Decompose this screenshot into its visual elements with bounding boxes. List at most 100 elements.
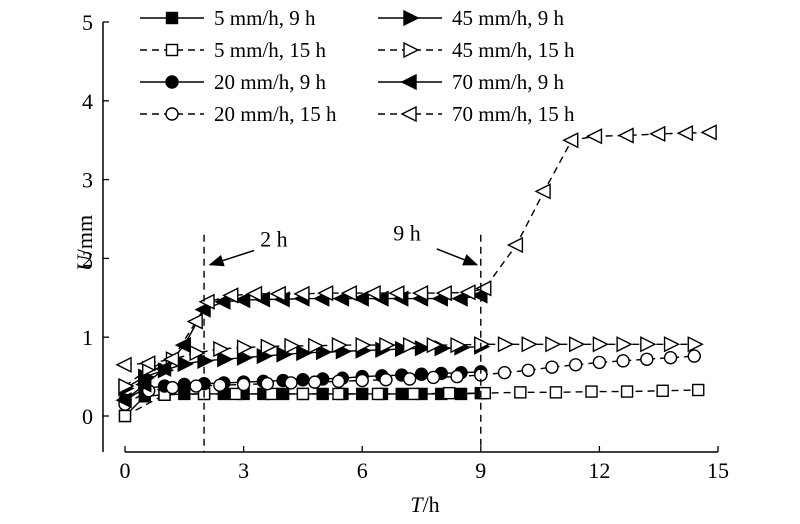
data-point: [585, 385, 598, 398]
data-point: [402, 372, 417, 386]
y-axis-label-var: U: [72, 253, 97, 271]
legend-label: 70 mm/h, 9 h: [452, 70, 565, 94]
x-axis-label-unit: /h: [423, 492, 440, 517]
data-point: [296, 373, 310, 387]
data-point: [592, 355, 607, 370]
y-tick-label: 5: [82, 10, 93, 35]
legend: 5 mm/h, 9 h 5 mm/h, 15 h 20 mm/h, 9 h 20 mm…: [140, 6, 575, 126]
data-point: [165, 380, 180, 395]
data-point: [296, 344, 313, 362]
data-point: [562, 132, 579, 149]
data-point: [198, 293, 215, 310]
data-point: [118, 377, 135, 395]
data-point: [478, 386, 491, 400]
data-point: [260, 338, 277, 355]
data-point: [379, 336, 396, 354]
data-point: [497, 365, 512, 380]
data-point: [315, 344, 333, 361]
data-point: [284, 337, 301, 355]
legend-item: 45 mm/h, 15 h: [378, 38, 575, 62]
data-point: [372, 290, 389, 307]
legend-label: 5 mm/h, 9 h: [214, 6, 316, 30]
legend-label: 70 mm/h, 15 h: [452, 102, 575, 126]
data-point: [379, 373, 393, 387]
legend-item: 20 mm/h, 9 h: [140, 70, 327, 94]
data-point: [234, 292, 251, 309]
data-point: [663, 336, 681, 353]
series: [118, 336, 704, 395]
data-point: [514, 386, 527, 399]
data-point: [236, 377, 251, 392]
data-point: [506, 236, 524, 254]
legend-item: 45 mm/h, 9 h: [378, 6, 565, 30]
data-point: [189, 379, 203, 393]
data-point: [229, 387, 242, 401]
legend-marker: [400, 105, 417, 123]
data-point: [236, 349, 254, 366]
legend-item: 70 mm/h, 9 h: [378, 70, 565, 94]
data-point: [222, 287, 239, 304]
data-point: [411, 284, 429, 302]
data-point: [177, 377, 192, 392]
data-point: [189, 344, 206, 362]
data-point: [649, 125, 666, 143]
series: [118, 383, 705, 423]
x-tick-label: 9: [475, 458, 486, 483]
data-point: [545, 360, 559, 374]
data-point: [355, 373, 369, 388]
series: [118, 349, 701, 411]
data-point: [700, 124, 717, 141]
plot-marks: [115, 124, 717, 423]
data-point: [162, 351, 180, 368]
legend-item: 5 mm/h, 9 h: [140, 6, 316, 30]
data-point: [213, 340, 230, 358]
data-point: [545, 336, 562, 353]
data-point: [407, 387, 420, 401]
data-point: [475, 280, 492, 297]
data-point: [451, 290, 468, 307]
data-point: [332, 387, 345, 401]
x-tick-label: 3: [238, 458, 249, 483]
data-point: [454, 387, 468, 401]
data-point: [585, 128, 603, 145]
data-point: [269, 285, 286, 302]
data-point: [549, 386, 563, 399]
annotation-label: 2 h: [260, 227, 288, 252]
data-point: [154, 360, 172, 377]
data-point: [687, 336, 704, 353]
data-point: [331, 374, 346, 389]
data-point: [276, 346, 293, 363]
x-tick-label: 0: [120, 458, 131, 483]
x-tick-label: 6: [357, 458, 368, 483]
legend-marker: [165, 43, 179, 57]
data-point: [459, 284, 476, 301]
x-tick-label: 15: [707, 458, 729, 483]
data-point: [352, 290, 369, 307]
legend-label: 45 mm/h, 9 h: [452, 6, 565, 30]
data-point: [663, 350, 678, 365]
data-point: [371, 387, 385, 401]
x-axis-label: T/h: [410, 492, 439, 517]
y-axis-label: U/mm: [72, 215, 97, 271]
data-point: [214, 293, 231, 310]
data-point: [317, 284, 334, 302]
legend-item: 20 mm/h, 15 h: [140, 102, 337, 126]
annotations: 2 h 9 h: [203, 220, 482, 452]
annotation-arrow: [208, 249, 255, 267]
data-point: [435, 284, 452, 302]
data-point: [692, 383, 705, 397]
data-point: [474, 336, 491, 353]
legend-label: 20 mm/h, 9 h: [214, 70, 327, 94]
annotation-label: 9 h: [393, 220, 421, 245]
data-point: [568, 336, 586, 353]
x-tick-label: 12: [588, 458, 610, 483]
data-point: [620, 385, 634, 398]
data-point: [260, 376, 275, 391]
data-point: [186, 313, 203, 330]
legend-item: 5 mm/h, 15 h: [140, 38, 327, 62]
annotation-arrow: [436, 248, 479, 266]
y-tick-label: 2: [82, 246, 93, 271]
legend-label: 20 mm/h, 15 h: [214, 102, 337, 126]
legend-label: 45 mm/h, 15 h: [452, 38, 575, 62]
